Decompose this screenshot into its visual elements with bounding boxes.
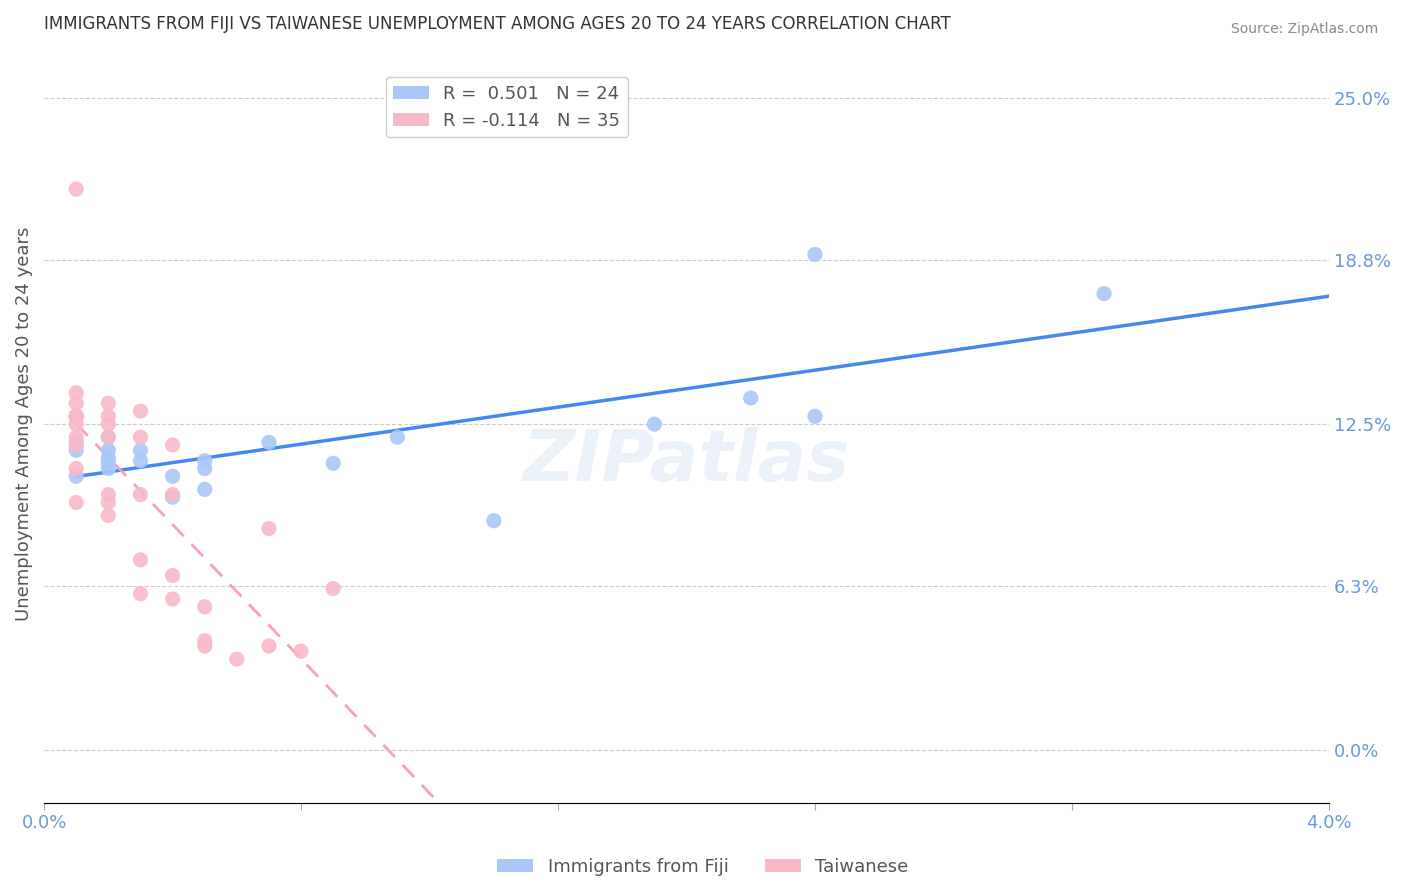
Point [194, 483, 217, 497]
Point [194, 461, 217, 475]
Point [97, 451, 120, 466]
Legend: R =  0.501   N = 24, R = -0.114   N = 35: R = 0.501 N = 24, R = -0.114 N = 35 [385, 78, 627, 136]
Point [65, 182, 87, 196]
Point [97, 487, 120, 501]
Point [194, 599, 217, 614]
Point [290, 644, 312, 658]
Legend: Immigrants from Fiji, Taiwanese: Immigrants from Fiji, Taiwanese [491, 851, 915, 883]
Point [65, 396, 87, 410]
Point [162, 469, 184, 483]
Point [643, 417, 665, 431]
Point [65, 495, 87, 509]
Point [97, 417, 120, 431]
Point [194, 453, 217, 467]
Point [65, 435, 87, 450]
Point [162, 487, 184, 501]
Point [129, 443, 152, 458]
Point [65, 430, 87, 444]
Point [65, 409, 87, 424]
Point [482, 514, 505, 528]
Point [804, 247, 827, 261]
Point [322, 456, 344, 470]
Point [129, 430, 152, 444]
Y-axis label: Unemployment Among Ages 20 to 24 years: Unemployment Among Ages 20 to 24 years [15, 227, 32, 622]
Point [97, 430, 120, 444]
Point [804, 409, 827, 424]
Point [387, 430, 409, 444]
Point [65, 409, 87, 424]
Point [257, 435, 280, 450]
Point [65, 461, 87, 475]
Point [162, 568, 184, 582]
Point [194, 633, 217, 648]
Point [129, 587, 152, 601]
Point [225, 652, 247, 666]
Point [97, 495, 120, 509]
Point [1092, 286, 1115, 301]
Point [257, 522, 280, 536]
Point [65, 469, 87, 483]
Point [129, 404, 152, 418]
Point [97, 456, 120, 470]
Text: IMMIGRANTS FROM FIJI VS TAIWANESE UNEMPLOYMENT AMONG AGES 20 TO 24 YEARS CORRELA: IMMIGRANTS FROM FIJI VS TAIWANESE UNEMPL… [44, 15, 950, 33]
Point [65, 438, 87, 452]
Text: Source: ZipAtlas.com: Source: ZipAtlas.com [1230, 22, 1378, 37]
Point [257, 639, 280, 653]
Point [97, 409, 120, 424]
Text: ZIPatlas: ZIPatlas [523, 427, 851, 497]
Point [97, 430, 120, 444]
Point [129, 487, 152, 501]
Point [162, 592, 184, 607]
Point [194, 639, 217, 653]
Point [97, 461, 120, 475]
Point [129, 453, 152, 467]
Point [97, 443, 120, 458]
Point [65, 385, 87, 400]
Point [322, 582, 344, 596]
Point [97, 396, 120, 410]
Point [162, 438, 184, 452]
Point [65, 443, 87, 458]
Point [740, 391, 762, 405]
Point [162, 490, 184, 504]
Point [65, 417, 87, 431]
Point [129, 553, 152, 567]
Point [65, 409, 87, 424]
Point [97, 508, 120, 523]
